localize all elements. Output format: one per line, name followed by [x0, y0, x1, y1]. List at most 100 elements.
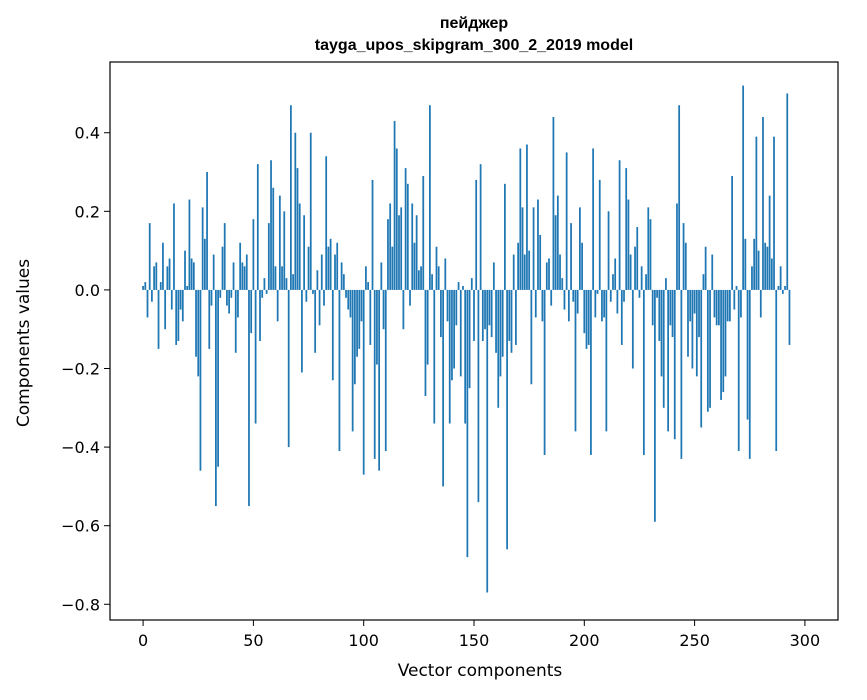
bar-238	[667, 289, 670, 432]
bar-267	[731, 175, 733, 290]
bar-209	[603, 289, 606, 318]
bar-54	[261, 289, 264, 298]
bar-15	[175, 289, 178, 345]
bar-260	[715, 289, 718, 326]
bar-99	[360, 289, 363, 322]
bar-199	[581, 242, 583, 290]
bar-283	[766, 246, 769, 290]
bar-250	[693, 289, 696, 314]
bar-276	[751, 266, 753, 290]
bar-134	[437, 266, 440, 290]
bar-287	[775, 289, 778, 452]
bar-130	[429, 105, 431, 290]
bar-10	[164, 289, 167, 330]
bar-194	[570, 223, 572, 290]
bar-21	[188, 199, 191, 290]
bar-224	[636, 227, 639, 290]
bar-13	[170, 289, 173, 310]
bar-219	[625, 168, 628, 290]
bar-62	[278, 195, 281, 290]
bar-206	[596, 289, 599, 294]
bar-98	[358, 289, 361, 349]
bar-290	[781, 289, 784, 294]
bar-235	[660, 289, 663, 377]
bar-138	[446, 289, 449, 322]
bar-193	[567, 289, 570, 322]
bar-172	[521, 207, 524, 290]
bar-30	[208, 289, 211, 349]
bar-263	[722, 289, 725, 393]
bar-101	[365, 266, 367, 290]
bar-113	[391, 246, 394, 290]
bar-227	[642, 289, 645, 455]
x-tick-label: 150	[459, 631, 490, 650]
bar-225	[638, 289, 641, 298]
bar-233	[656, 289, 658, 298]
bar-42	[234, 289, 237, 353]
bar-247	[687, 289, 689, 357]
bar-274	[746, 289, 749, 420]
bar-184	[548, 258, 550, 290]
bar-218	[623, 289, 625, 302]
bar-213	[612, 274, 614, 290]
bar-44	[239, 242, 242, 290]
bar-77	[312, 289, 314, 294]
bar-291	[784, 285, 786, 290]
bar-120	[406, 183, 409, 290]
bar-223	[634, 246, 636, 290]
bar-156	[486, 289, 489, 593]
bar-178	[534, 289, 537, 318]
bar-97	[356, 289, 358, 357]
bar-131	[431, 274, 433, 290]
bar-115	[395, 148, 398, 290]
bar-201	[585, 289, 588, 349]
bar-230	[649, 219, 652, 290]
bar-248	[689, 289, 692, 322]
bar-56	[265, 289, 268, 294]
bar-146	[464, 289, 467, 424]
bar-71	[298, 203, 301, 290]
bar-136	[442, 289, 444, 487]
bar-135	[440, 289, 442, 338]
bar-17	[179, 289, 182, 310]
bar-109	[382, 289, 385, 330]
bar-61	[276, 289, 279, 322]
bar-55	[263, 278, 266, 290]
chart-title: пейджер	[440, 15, 509, 32]
bars-group	[142, 85, 791, 593]
bar-126	[420, 266, 422, 290]
bar-118	[402, 289, 405, 330]
bar-170	[517, 242, 519, 290]
bar-147	[466, 289, 469, 558]
bar-92	[345, 289, 347, 298]
bar-217	[620, 289, 623, 345]
bar-36	[221, 246, 224, 290]
x-tick-label: 100	[348, 631, 379, 650]
bar-242	[676, 203, 678, 290]
bar-203	[590, 289, 592, 455]
bar-189	[559, 254, 561, 290]
bar-139	[448, 289, 451, 424]
bar-111	[387, 219, 389, 290]
bar-78	[314, 289, 317, 353]
bar-90	[340, 262, 343, 290]
bar-23	[192, 262, 195, 290]
bar-105	[373, 289, 376, 459]
bar-208	[601, 289, 603, 322]
bar-121	[409, 289, 411, 306]
bar-112	[389, 203, 392, 290]
bar-192	[565, 152, 568, 290]
bar-110	[384, 289, 387, 452]
bar-53	[259, 289, 261, 341]
bar-22	[190, 258, 193, 290]
bar-268	[733, 289, 736, 310]
bar-196	[574, 289, 577, 432]
bar-27	[201, 207, 204, 290]
bar-186	[552, 117, 555, 290]
bar-48	[248, 289, 250, 507]
bar-38	[226, 289, 228, 306]
bar-89	[338, 289, 341, 452]
bar-63	[281, 266, 283, 290]
bar-159	[492, 262, 495, 290]
bar-35	[219, 289, 222, 298]
